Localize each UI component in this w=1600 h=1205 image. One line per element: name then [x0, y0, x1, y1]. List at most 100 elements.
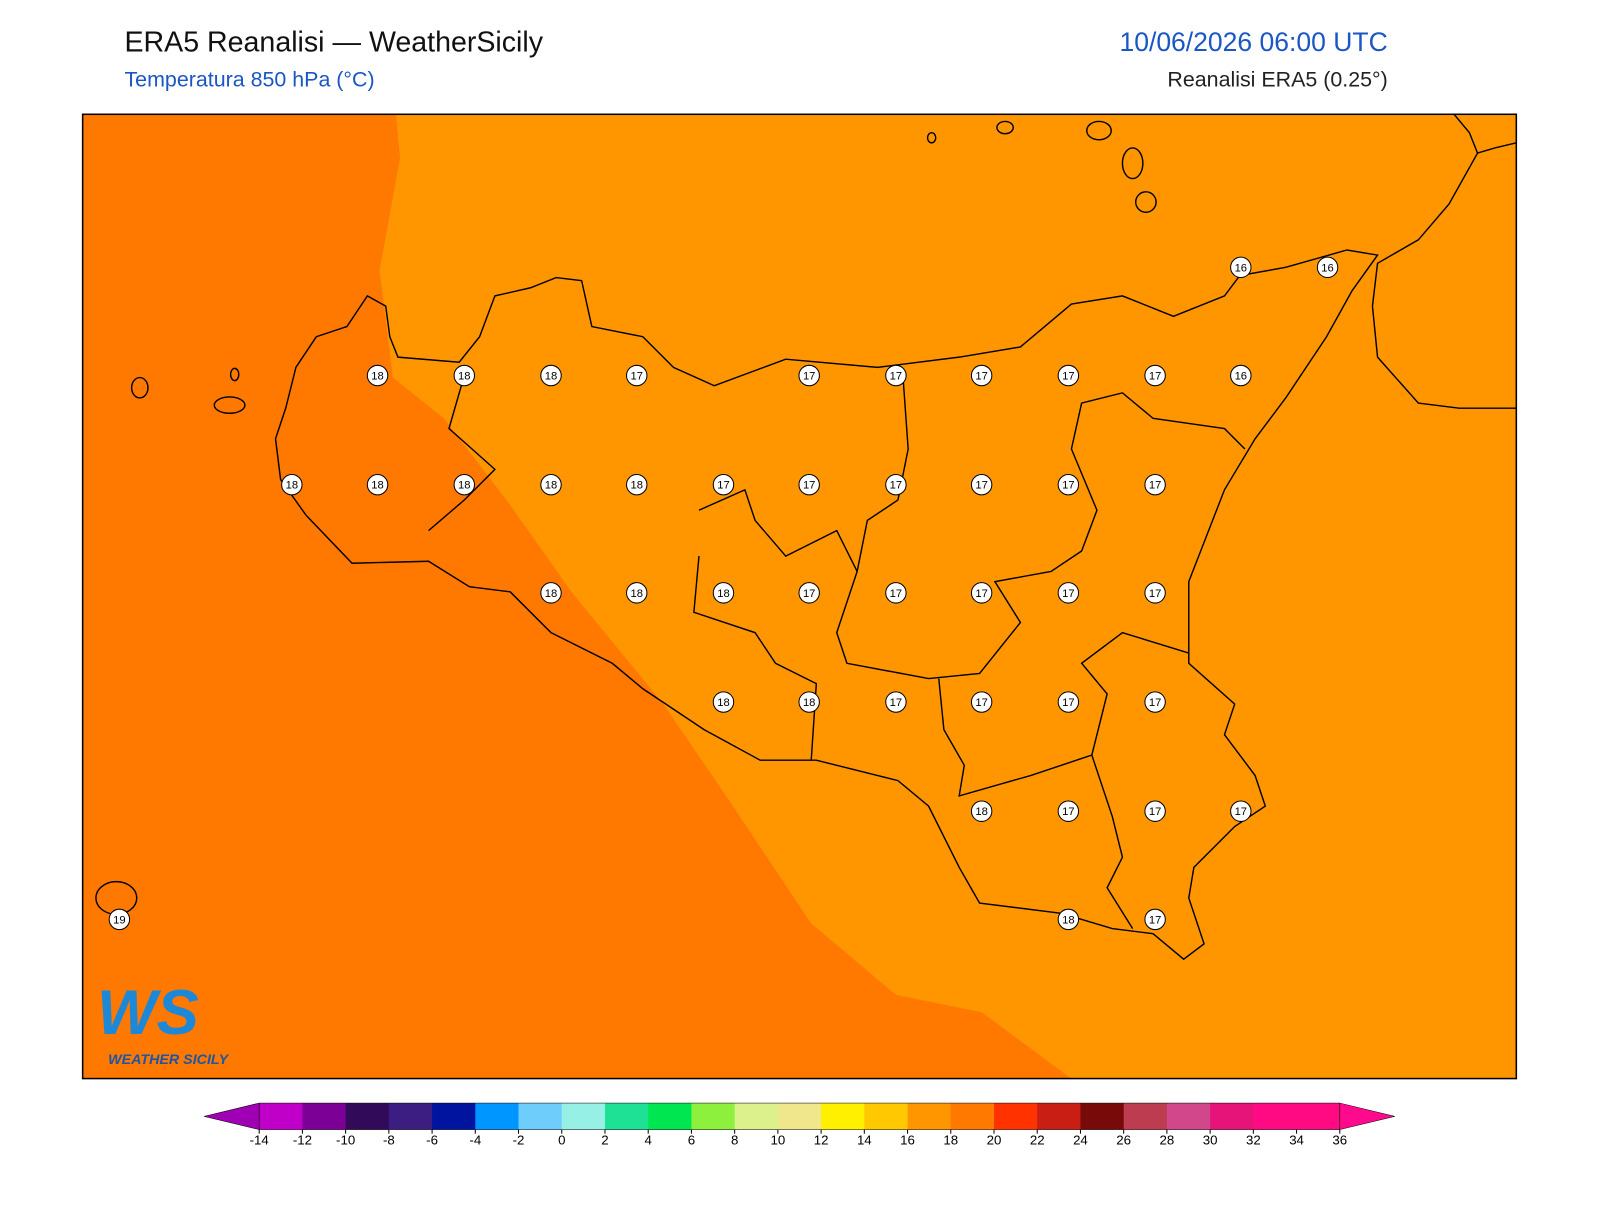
colorbar-frame: [258, 1102, 1341, 1130]
station-value: 17: [890, 480, 902, 492]
station-marker: [1057, 691, 1080, 713]
colorbar-segment: [1253, 1103, 1298, 1130]
colorbar-segment: [475, 1103, 520, 1130]
station-marker: [1230, 364, 1252, 387]
logo-mark: WS: [97, 978, 199, 1048]
map-area: 16 16 18 18 18 17 17 17 17 17 17 16 18 18 18 18 18 17 17 17…: [82, 114, 1517, 1079]
station-value: 17: [1149, 806, 1161, 818]
colorbar-segment: [864, 1103, 909, 1130]
colorbar-segment: [345, 1103, 390, 1130]
station-marker: [970, 800, 993, 822]
colorbar-segment: [1037, 1103, 1081, 1130]
station-marker: [1057, 582, 1080, 604]
station-value: 18: [458, 370, 470, 382]
station-value: 18: [717, 588, 729, 600]
station-value: 19: [113, 914, 125, 926]
station-value: 18: [286, 480, 298, 492]
station-marker: [1230, 800, 1252, 822]
colorbar-segment: [950, 1103, 995, 1130]
station-value: 17: [1062, 806, 1074, 818]
station-value: 18: [717, 697, 729, 709]
colorbar-segment: [648, 1103, 692, 1130]
colorbar-tick-label: -4: [469, 1132, 481, 1147]
station-marker: [885, 364, 907, 387]
map-frame: [81, 113, 1518, 1080]
station-value: 17: [1235, 806, 1247, 818]
datetime: 10/06/2026 06:00 UTC: [1119, 27, 1387, 57]
station-marker: [885, 473, 907, 496]
station-value: 17: [890, 588, 902, 600]
colorbar-tick-label: 28: [1160, 1132, 1175, 1147]
station-marker: [281, 473, 303, 496]
colorbar-segment: [821, 1103, 865, 1130]
station-marker: [885, 691, 907, 713]
station-value: 17: [1149, 480, 1161, 492]
colorbar-tick-label: 8: [731, 1132, 738, 1147]
colorbar-tick-label: 20: [987, 1132, 1002, 1147]
station-marker: [1057, 364, 1080, 387]
colorbar-tick-label: -10: [336, 1132, 355, 1147]
colorbar-tick-label: 24: [1073, 1132, 1088, 1147]
colorbar-tick-label: 6: [688, 1132, 695, 1147]
station-marker: [712, 582, 735, 604]
source: Reanalisi ERA5 (0.25°): [1167, 67, 1387, 91]
station-marker: [108, 908, 131, 931]
colorbar-tick-label: 12: [814, 1132, 829, 1147]
station-value: 17: [1149, 370, 1161, 382]
field-16-18: [379, 114, 1517, 1079]
station-value: 16: [1235, 370, 1247, 382]
station-value: 17: [630, 370, 642, 382]
station-value: 17: [803, 588, 815, 600]
colorbar-tick-label: 26: [1116, 1132, 1131, 1147]
calabria-coast: [1371, 114, 1517, 409]
colorbar-segment: [432, 1103, 476, 1130]
station-marker: [970, 691, 993, 713]
station-value: 18: [545, 480, 557, 492]
colorbar-segment: [518, 1103, 563, 1130]
station-marker: [798, 364, 820, 387]
station-marker: [1057, 473, 1080, 496]
station-value: 17: [1062, 588, 1074, 600]
station-value: 17: [1149, 588, 1161, 600]
colorbar-segment: [777, 1103, 822, 1130]
colorbar-segment: [1296, 1103, 1341, 1130]
colorbar-segment: [734, 1103, 779, 1130]
station-marker: [798, 691, 820, 713]
colorbar-segment: [1166, 1103, 1211, 1130]
station-value: 18: [1062, 914, 1074, 926]
colorbar-segment: [259, 1103, 303, 1130]
station-marker: [540, 582, 562, 604]
station-marker: [798, 582, 820, 604]
station-value: 17: [890, 370, 902, 382]
colorbar-tick-label: 32: [1246, 1132, 1261, 1147]
station-marker: [540, 364, 562, 387]
islands: [95, 120, 1157, 915]
station-value: 18: [458, 480, 470, 492]
colorbar-under: [204, 1102, 260, 1130]
station-value: 17: [1062, 370, 1074, 382]
colorbar-tick-label: 14: [857, 1132, 872, 1147]
colorbar-segment: [604, 1103, 649, 1130]
station-marker: [453, 364, 475, 387]
colorbar-tick-label: 2: [601, 1132, 608, 1147]
station-value: 18: [630, 480, 642, 492]
station-marker: [1144, 800, 1166, 822]
station-value: 17: [1062, 697, 1074, 709]
colorbar-segment: [1080, 1103, 1125, 1130]
colorbar-tick-label: 0: [558, 1132, 565, 1147]
station-value: 18: [630, 588, 642, 600]
station-marker: [712, 691, 735, 713]
colorbar-tick-label: -2: [513, 1132, 525, 1147]
station-value: 18: [975, 806, 987, 818]
station-value: 17: [975, 480, 987, 492]
colorbar: -14 -12 -10 -8 -6 -4 -2 0 2 4 6 8 10 12 14 16 18 20 22 24 26…: [204, 1102, 1395, 1147]
station-marker: [1057, 800, 1080, 822]
station-marker: [626, 473, 648, 496]
station-value: 17: [803, 480, 815, 492]
station-marker: [1144, 582, 1166, 604]
station-marker: [1144, 473, 1166, 496]
station-value: 16: [1321, 262, 1333, 274]
colorbar-tick-label: 10: [771, 1132, 786, 1147]
